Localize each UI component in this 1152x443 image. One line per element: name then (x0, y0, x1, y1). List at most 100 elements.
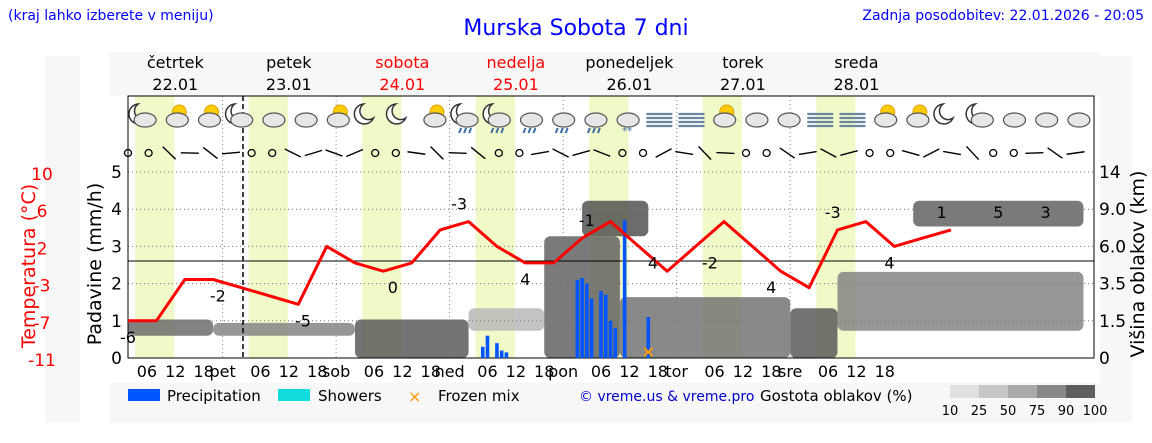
temperature-label: -6 (120, 328, 136, 347)
cloud-icon (165, 112, 189, 128)
left-axis-panel (45, 56, 80, 422)
x-tick-label: 12 (279, 362, 299, 381)
wind-barb-icon (531, 150, 549, 156)
cloud-icon (423, 112, 447, 128)
night-rain-icon (450, 103, 479, 134)
calm-wind-icon (391, 148, 400, 158)
day-name: torek (722, 53, 764, 72)
wind-barb-icon (284, 148, 302, 158)
wind-barb-icon (1025, 151, 1044, 155)
temperature-label: -2 (702, 253, 718, 272)
x-tick-label: 18 (194, 362, 214, 381)
day-name: sreda (834, 53, 878, 72)
legend-precip-swatch (128, 389, 160, 401)
cloud-icon (230, 112, 254, 128)
x-tick-label: 18 (761, 362, 781, 381)
wind-barb-icon (430, 146, 444, 160)
day-date: 25.01 (493, 75, 539, 94)
sunny-cloudy-icon (906, 104, 930, 128)
rain-icon (490, 127, 495, 134)
wind-barb-icon (798, 150, 817, 156)
temperature-label: 5 (993, 203, 1003, 222)
cloud-height-tick-label: 0 (1099, 349, 1110, 369)
cloud-icon (777, 112, 801, 128)
temperature-label: 4 (648, 253, 658, 272)
night-icon (385, 103, 408, 125)
cloudy-icon (294, 112, 318, 128)
temp-tick-label: 2 (37, 239, 48, 259)
rain-icon (586, 127, 591, 134)
rain-icon (458, 127, 463, 134)
wind-row (123, 145, 1085, 161)
cloud-icon (745, 112, 769, 128)
temp-axis-title: Temperatura (°C) (18, 184, 40, 349)
precip-tick-label: 3 (111, 237, 122, 257)
legend-cloud-tick: 90 (1058, 404, 1075, 419)
x-tick-label: 06 (591, 362, 611, 381)
wind-barb-icon (698, 146, 712, 160)
day-header-band (110, 52, 1100, 96)
cloud-block (619, 297, 791, 358)
precip-bar (589, 298, 594, 358)
wind-barb-icon (779, 147, 796, 159)
x-tick-label: pet (209, 362, 235, 381)
calm-wind-icon (865, 148, 874, 158)
calm-wind-icon (144, 148, 153, 158)
sunny-cloudy-icon (165, 104, 189, 128)
temperature-label: 4 (766, 278, 776, 297)
day-date: 23.01 (266, 75, 312, 94)
precip-tick-label: 1 (111, 312, 122, 332)
temp-tick-label: -7 (34, 314, 51, 334)
precip-bar (485, 335, 490, 358)
frozen-mix-marker (643, 347, 654, 357)
temperature-label: 1 (936, 203, 946, 222)
cloud-block (355, 319, 469, 358)
location-hint[interactable]: (kraj lahko izberete v meniju) (8, 8, 214, 24)
cloud-icon (616, 112, 640, 128)
wind-barb-icon (655, 148, 672, 158)
day-name: petek (266, 53, 312, 72)
page-title: Murska Sobota 7 dni (463, 16, 689, 41)
sunny-cloudy-icon (197, 104, 222, 128)
weather-icon-strip: ** (128, 103, 1091, 137)
cloud-height-tick-label: 1.5 (1099, 312, 1126, 332)
sunny-cloudy-icon (423, 104, 447, 128)
legend-showers-swatch (278, 389, 310, 401)
rain-icon (596, 127, 601, 134)
calm-wind-icon (247, 148, 256, 158)
legend-showers-label: Showers (318, 387, 382, 405)
temperature-label: -5 (295, 311, 311, 330)
cloudy-snow-icon: ** (616, 112, 640, 137)
moon-icon (353, 103, 376, 125)
legend-cloud-swatch (979, 385, 1008, 398)
x-tick-label: 18 (648, 362, 668, 381)
night-icon (933, 103, 955, 125)
last-update: Zadnja posodobitev: 22.01.2026 - 20:05 (862, 8, 1144, 24)
day-name: četrtek (147, 53, 205, 72)
precip-bar (499, 350, 504, 358)
x-tick-label: 12 (733, 362, 753, 381)
night-cloudy-icon (128, 103, 157, 128)
fog-icon (839, 112, 866, 128)
wind-barb-icon (965, 145, 980, 161)
wind-barb-icon (304, 149, 323, 157)
precip-bar (480, 346, 485, 358)
credit-link: © vreme.us & vreme.pro (579, 389, 754, 405)
cloud-icon (294, 112, 318, 128)
rain-icon (463, 127, 468, 134)
temperature-line (128, 220, 952, 323)
legend-cloud-tick: 50 (1000, 404, 1017, 419)
cloudy-icon (1002, 112, 1027, 128)
rain-icon (591, 127, 596, 134)
x-tick-label: 06 (137, 362, 157, 381)
precip-bar (608, 320, 613, 358)
fog-icon (646, 112, 673, 128)
wind-barb-icon (1047, 147, 1063, 159)
wind-barb-icon (162, 146, 177, 160)
wind-barb-icon (346, 148, 364, 158)
x-tick-label: 06 (477, 362, 497, 381)
x-tick-label: 06 (250, 362, 270, 381)
cloud-height-tick-label: 14 (1099, 163, 1121, 183)
wind-barb-icon (407, 151, 426, 155)
cloud-icon (713, 112, 737, 128)
